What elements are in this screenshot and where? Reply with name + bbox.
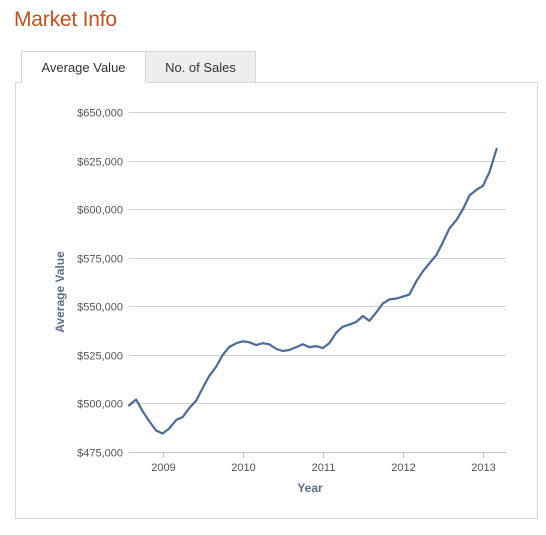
y-axis-title: Average Value — [53, 251, 67, 333]
x-tick-label-1: 2010 — [231, 462, 255, 474]
chart-panel: $475,000 $500,000 $525,000 $550,000 $575,000… — [15, 82, 538, 519]
y-tick-label-2: $525,000 — [77, 351, 123, 363]
y-tick-label-1: $500,000 — [77, 399, 123, 411]
x-tick-label-3: 2012 — [391, 462, 415, 474]
y-tick-label-0: $475,000 — [77, 448, 123, 460]
page-title: Market Info — [14, 8, 117, 31]
series-line-0 — [127, 147, 498, 435]
x-tick-label-4: 2013 — [471, 462, 495, 474]
y-tick-label-6: $625,000 — [77, 157, 123, 169]
x-tick-label-2: 2011 — [312, 462, 336, 474]
y-tick-label-3: $550,000 — [77, 302, 123, 314]
average-value-chart: $475,000 $500,000 $525,000 $550,000 $575,000… — [53, 108, 506, 495]
y-tick-label-7: $650,000 — [77, 108, 123, 120]
y-tick-label-4: $575,000 — [77, 254, 123, 266]
tab-average-value[interactable]: Average Value — [21, 51, 146, 83]
tab-no-of-sales[interactable]: No. of Sales — [146, 51, 256, 83]
x-axis-title: Year — [297, 481, 323, 495]
x-tick-label-0: 2009 — [151, 462, 175, 474]
y-tick-label-5: $600,000 — [77, 205, 123, 217]
